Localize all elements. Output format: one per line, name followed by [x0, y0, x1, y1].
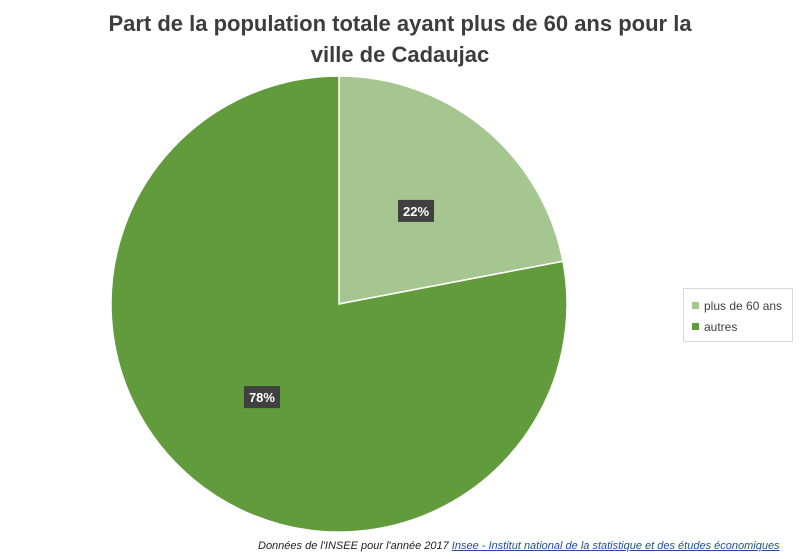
- data-label-box: [398, 199, 435, 222]
- chart-title-line-2: ville de Cadaujac: [310, 42, 490, 67]
- legend-item-plus-de-60-ans: plus de 60 ans: [692, 295, 792, 316]
- legend-swatch-plus-de-60-ans: [692, 302, 699, 309]
- pie-slice-plus-de-60-ans: [338, 75, 564, 305]
- legend-swatch-autres: [692, 323, 699, 330]
- data-label-autres: 78%: [243, 386, 280, 409]
- legend-label-plus-de-60-ans: plus de 60 ans: [704, 298, 783, 313]
- legend: plus de 60 ans autres: [683, 288, 793, 342]
- source-line: Données de l'INSEE pour l'année 2017 Ins…: [258, 540, 780, 552]
- chart-title-line-1: Part de la population totale ayant plus …: [108, 11, 692, 36]
- data-label-text: 78%: [249, 390, 275, 405]
- legend-item-autres: autres: [692, 316, 792, 337]
- data-label-text: 22%: [403, 204, 429, 219]
- chart-title: Part de la population totale ayant plus …: [40, 8, 760, 70]
- data-label-box: [243, 386, 280, 409]
- data-label-plus-de-60-ans: 22%: [398, 199, 435, 222]
- pie-slice-autres: [110, 75, 568, 533]
- source-text: Données de l'INSEE pour l'année 2017: [258, 540, 449, 552]
- legend-label-autres: autres: [704, 319, 738, 334]
- source-link[interactable]: Insee - Institut national de la statisti…: [451, 540, 780, 552]
